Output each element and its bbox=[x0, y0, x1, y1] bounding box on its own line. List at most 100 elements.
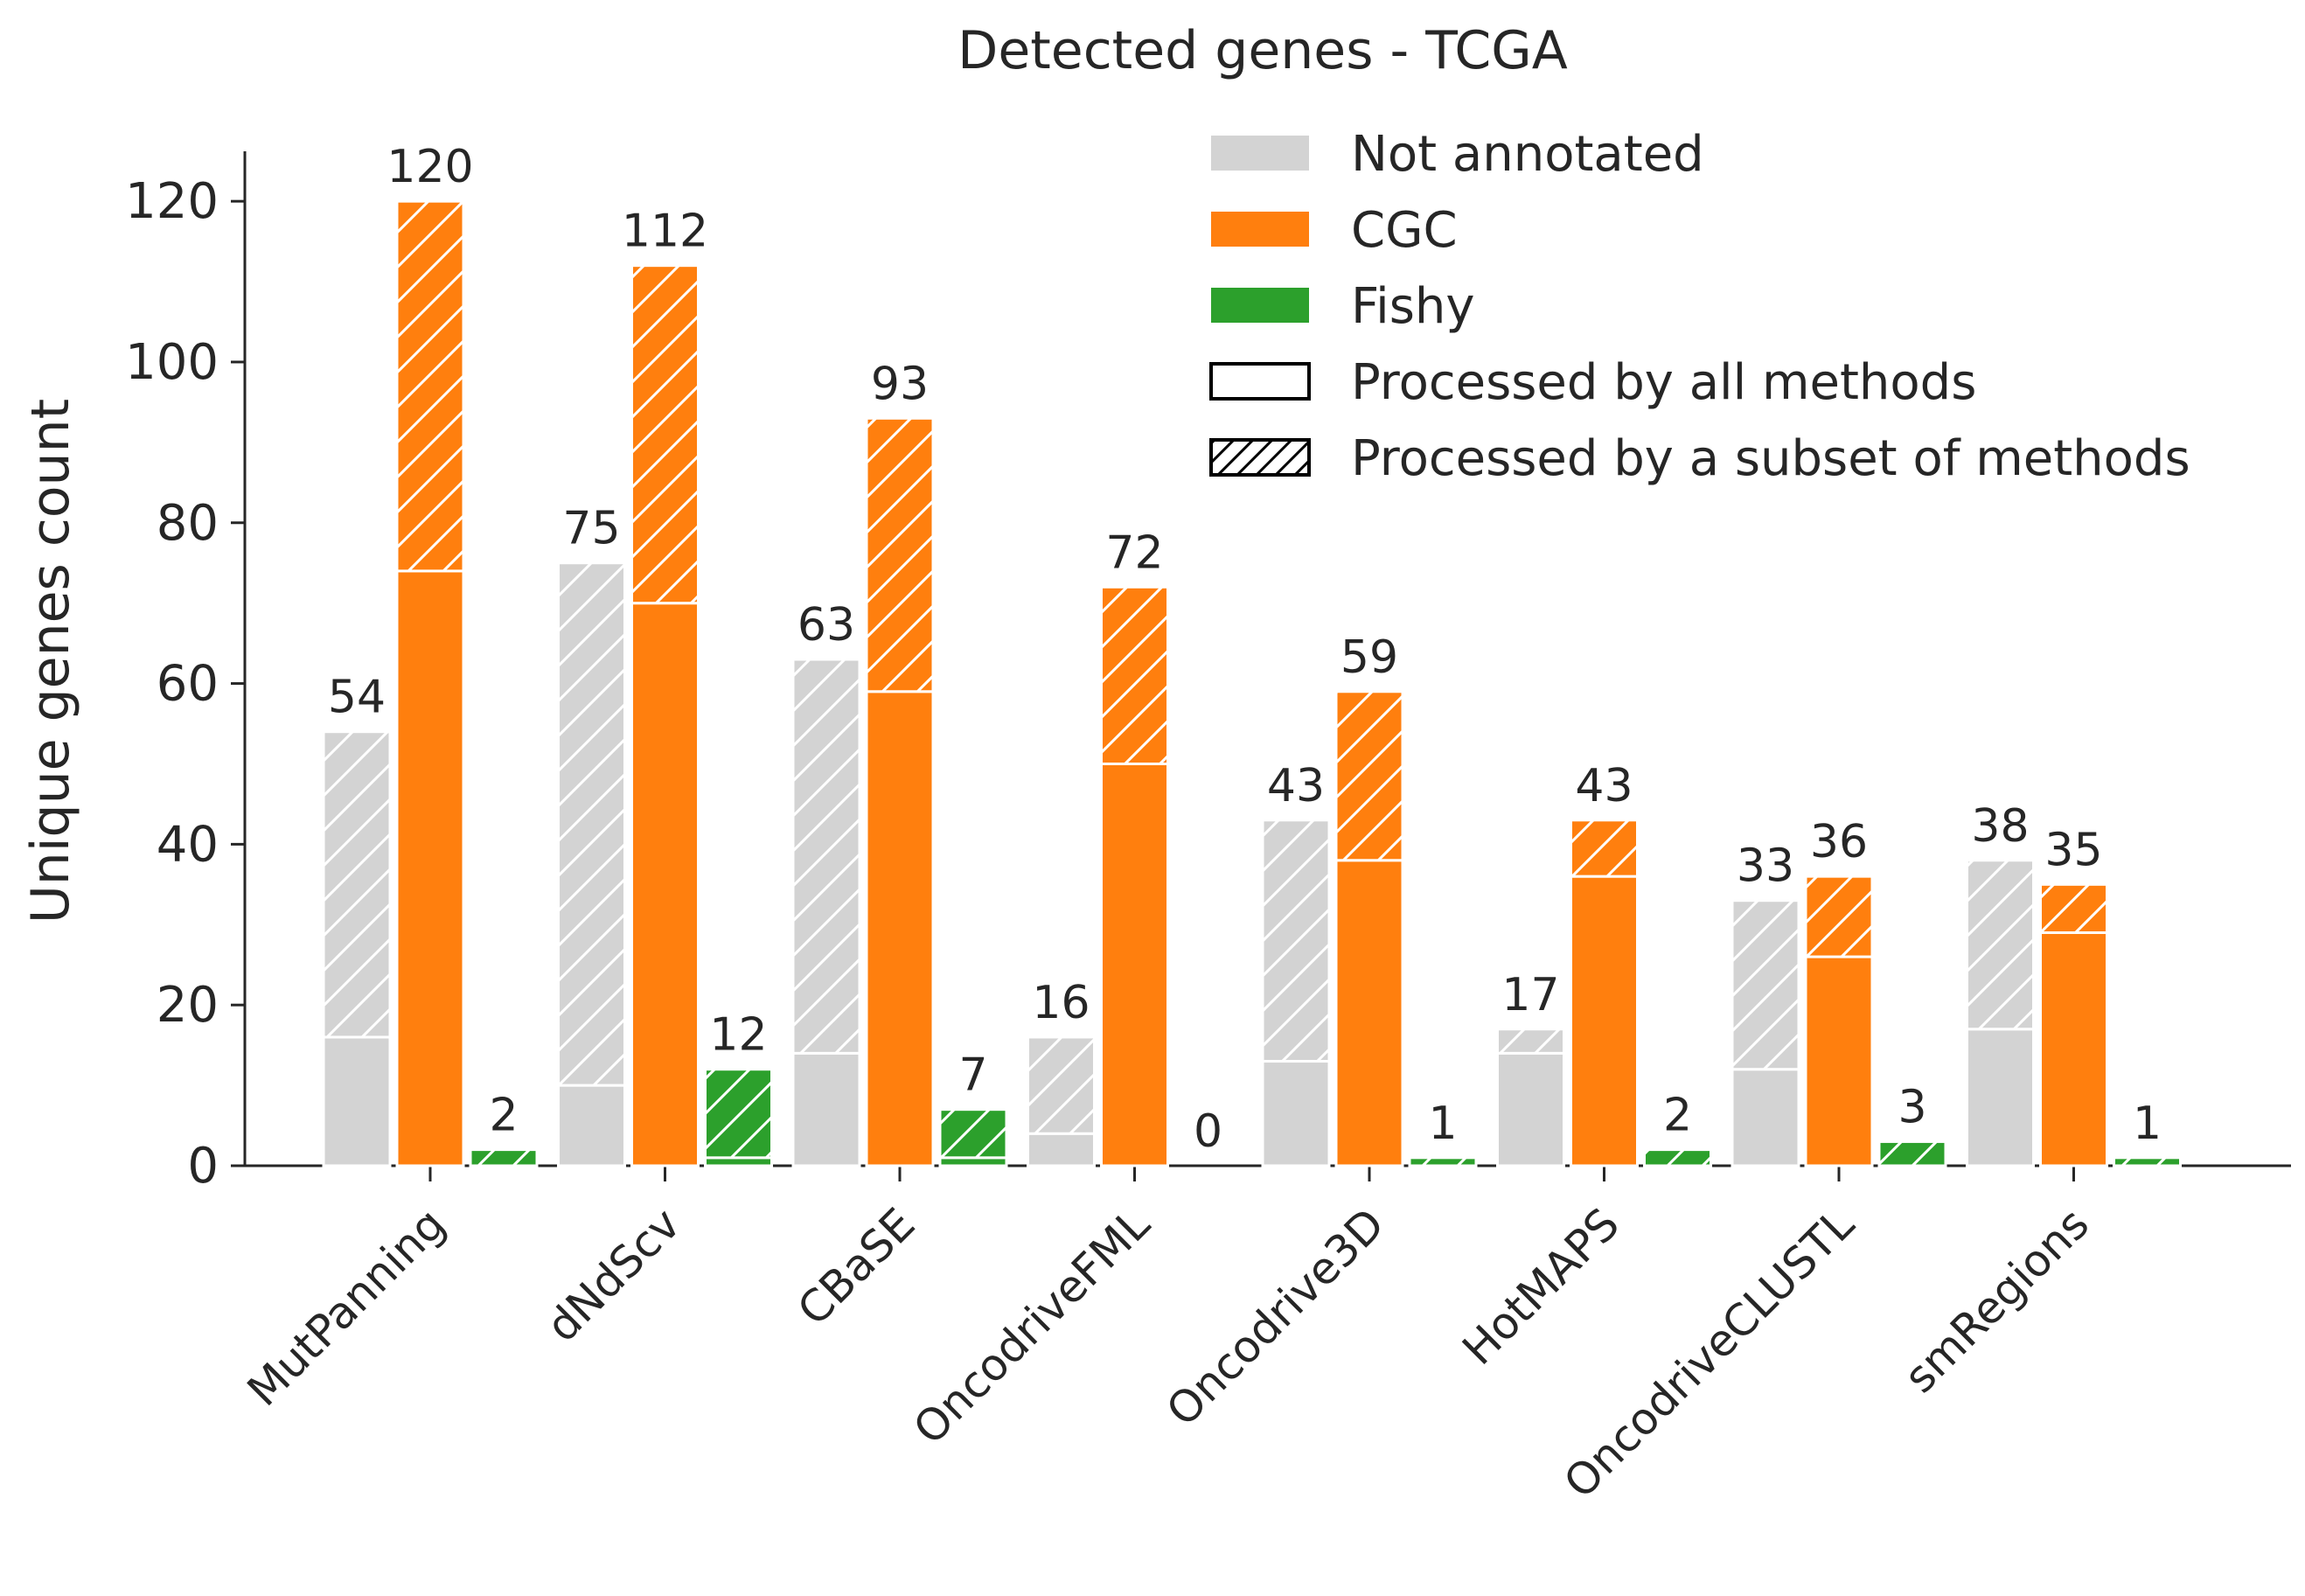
bar-group bbox=[938, 1108, 1008, 1167]
bar-group bbox=[704, 1068, 773, 1167]
bar-group bbox=[1027, 1035, 1096, 1167]
bar-segment-hatch bbox=[1408, 1156, 1478, 1167]
bars bbox=[322, 199, 2182, 1167]
bar-value-label: 75 bbox=[562, 503, 620, 555]
bar-value-label: 59 bbox=[1341, 631, 1398, 684]
legend: Not annotated CGC Fishy Processed by all me… bbox=[1209, 126, 2190, 487]
legend-label: Processed by a subset of methods bbox=[1351, 430, 2190, 487]
bar-segment-hatch bbox=[938, 1108, 1008, 1160]
bar-segment-all-methods bbox=[630, 602, 700, 1167]
bar-value-label: 36 bbox=[1810, 816, 1868, 868]
bar-group bbox=[1804, 875, 1874, 1167]
bar-value-label: 7 bbox=[958, 1049, 987, 1102]
bar-segment-hatch bbox=[1730, 899, 1800, 1071]
bar-segment-all-methods bbox=[865, 690, 935, 1167]
bar-value-label: 43 bbox=[1267, 760, 1325, 812]
bar-value-label: 54 bbox=[328, 672, 386, 724]
bar-value-label: 2 bbox=[489, 1090, 518, 1142]
bar-group bbox=[1100, 585, 1169, 1167]
bar-segment-hatch bbox=[1643, 1148, 1712, 1167]
bar-group bbox=[1877, 1140, 1947, 1167]
bar-value-label: 1 bbox=[1428, 1098, 1457, 1150]
bar-segment-hatch bbox=[1966, 859, 2035, 1031]
bar-value-label: 12 bbox=[709, 1009, 767, 1062]
bar-segment-hatch bbox=[791, 658, 861, 1055]
legend-item: Processed by all methods bbox=[1209, 354, 1976, 411]
bar-segment-all-methods bbox=[1730, 1068, 1800, 1167]
bar-group bbox=[630, 264, 700, 1167]
y-tick-label: 60 bbox=[157, 656, 219, 713]
bar-group bbox=[395, 199, 465, 1167]
bar-segment-hatch bbox=[1261, 819, 1331, 1063]
bar-value-label: 112 bbox=[622, 206, 708, 258]
bar-group bbox=[2113, 1156, 2182, 1167]
x-tick-label: dNdScv bbox=[537, 1198, 690, 1351]
bar-segment-hatch bbox=[704, 1068, 773, 1160]
bar-group bbox=[1730, 899, 1800, 1167]
bar-group bbox=[865, 416, 935, 1167]
x-tick-label: smRegions bbox=[1895, 1198, 2099, 1402]
bar-segment-all-methods bbox=[1334, 859, 1404, 1167]
bar-segment-all-methods bbox=[1261, 1060, 1331, 1167]
bar-segment-hatch bbox=[1570, 819, 1639, 878]
bar-segment-all-methods bbox=[1804, 955, 1874, 1167]
bar-group bbox=[322, 730, 392, 1167]
bar-segment-all-methods bbox=[322, 1035, 392, 1167]
legend-swatch bbox=[1209, 438, 1311, 477]
legend-swatch bbox=[1211, 136, 1309, 171]
legend-swatch bbox=[1211, 212, 1309, 247]
bar-group bbox=[1966, 859, 2035, 1167]
bar-segment-all-methods bbox=[1570, 875, 1639, 1167]
legend-item: CGC bbox=[1211, 202, 1458, 259]
bar-segment-all-methods bbox=[1966, 1028, 2035, 1167]
legend-swatch bbox=[1209, 362, 1311, 401]
legend-label: Processed by all methods bbox=[1351, 354, 1976, 411]
bar-group bbox=[1643, 1148, 1712, 1167]
bar-segment-hatch bbox=[1027, 1035, 1096, 1135]
bar-segment-hatch bbox=[2113, 1156, 2182, 1167]
y-tick-label: 40 bbox=[157, 816, 219, 873]
bar-segment-hatch bbox=[1804, 875, 1874, 958]
bar-segment-all-methods bbox=[2039, 930, 2108, 1167]
x-tick-label: Oncodrive3D bbox=[1157, 1198, 1395, 1436]
bar-segment-hatch bbox=[1334, 690, 1404, 862]
chart-title: Detected genes - TCGA bbox=[958, 20, 1568, 81]
legend-label: Fishy bbox=[1351, 278, 1475, 335]
y-tick-label: 120 bbox=[125, 173, 219, 230]
bar-segment-all-methods bbox=[395, 569, 465, 1167]
bar-segment-hatch bbox=[2039, 882, 2108, 934]
y-axis-label: Unique genes count bbox=[20, 399, 81, 923]
data-labels: 54 120 2 75 112 12 63 93 7 16 72 0 43 59 1 17 43 2 33 36 3 38… bbox=[328, 141, 2162, 1158]
x-tick-label: OncodriveFML bbox=[904, 1198, 1159, 1453]
bar-group bbox=[1496, 1028, 1565, 1167]
bar-segment-hatch bbox=[865, 416, 935, 693]
legend-item: Not annotated bbox=[1211, 126, 1704, 183]
bar-value-label: 33 bbox=[1737, 840, 1794, 893]
bar-segment-all-methods bbox=[1100, 762, 1169, 1167]
bar-segment-all-methods bbox=[1496, 1051, 1565, 1167]
bar-value-label: 16 bbox=[1032, 977, 1090, 1029]
x-tick-label: CBaSE bbox=[788, 1198, 924, 1335]
bar-segment-hatch bbox=[1496, 1028, 1565, 1055]
bar-group bbox=[2039, 882, 2108, 1167]
bar-value-label: 2 bbox=[1663, 1090, 1692, 1142]
bar-value-label: 3 bbox=[1898, 1081, 1926, 1133]
bar-value-label: 0 bbox=[1194, 1105, 1222, 1158]
legend-item: Fishy bbox=[1211, 278, 1475, 335]
bar-group bbox=[1334, 690, 1404, 1167]
bar-value-label: 35 bbox=[2044, 824, 2102, 876]
bar-group bbox=[791, 658, 861, 1167]
bar-value-label: 1 bbox=[2133, 1098, 2162, 1150]
x-tick-label: MutPanning bbox=[238, 1198, 456, 1416]
bar-group bbox=[469, 1148, 539, 1167]
legend-item: Processed by a subset of methods bbox=[1209, 430, 2190, 487]
bar-segment-hatch bbox=[395, 199, 465, 573]
bar-segment-all-methods bbox=[791, 1051, 861, 1167]
x-tick-label: HotMAPS bbox=[1452, 1198, 1629, 1375]
bar-value-label: 63 bbox=[797, 599, 855, 652]
bar-group bbox=[1408, 1156, 1478, 1167]
legend-swatch bbox=[1211, 288, 1309, 323]
bar-segment-all-methods bbox=[557, 1084, 626, 1167]
